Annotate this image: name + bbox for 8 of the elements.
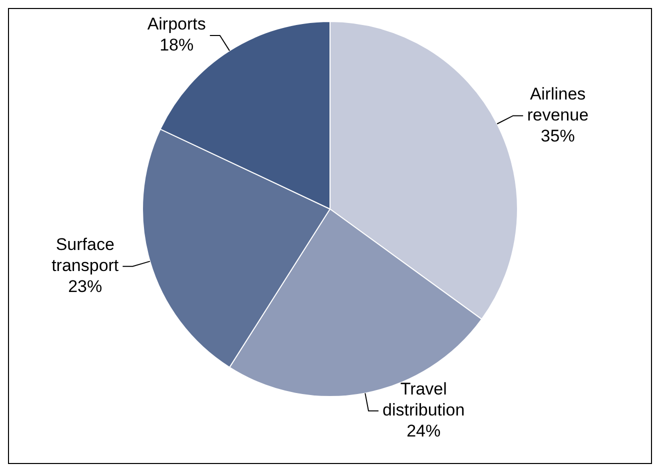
slice-label: Travel distribution [382,380,465,420]
data-label: 23% [68,277,102,296]
slice-label: Surface transport [52,235,119,276]
slice-label: Airlines revenue [527,84,589,124]
data-label: 24% [406,422,441,441]
slice-label: Airports [147,14,206,34]
data-label: 18% [160,36,194,55]
data-label: 35% [540,126,575,146]
